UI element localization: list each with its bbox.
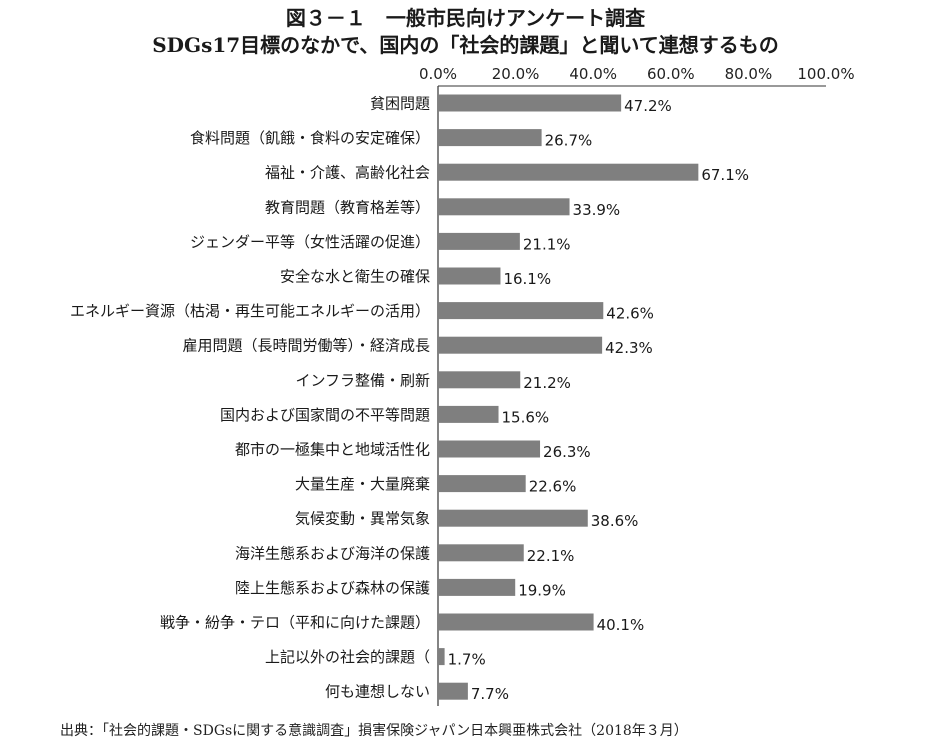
bar — [438, 475, 526, 493]
value-label: 38.6% — [591, 512, 639, 530]
category-label: 上記以外の社会的課題（ — [265, 648, 430, 666]
value-label: 7.7% — [471, 685, 509, 703]
x-tick-label: 40.0% — [569, 65, 617, 83]
value-label: 15.6% — [502, 408, 550, 426]
value-label: 22.1% — [527, 547, 575, 565]
category-label: 大量生産・大量廃棄 — [295, 475, 430, 493]
category-label: 雇用問題（長時間労働等）・経済成長 — [182, 337, 430, 355]
bar — [438, 198, 570, 216]
category-label: 陸上生態系および森林の保護 — [235, 579, 430, 597]
value-label: 33.9% — [573, 201, 621, 219]
category-label: 食料問題（飢餓・食料の安定確保） — [190, 129, 430, 147]
category-label: 安全な水と衛生の確保 — [280, 268, 430, 286]
value-label: 40.1% — [597, 616, 645, 634]
bar — [438, 94, 622, 112]
bar — [438, 129, 542, 147]
category-label: 戦争・紛争・テロ（平和に向けた課題） — [160, 614, 430, 632]
value-label: 21.1% — [523, 235, 571, 253]
value-label: 26.7% — [545, 132, 593, 150]
category-label: 貧困問題 — [370, 95, 430, 113]
bar — [438, 682, 468, 700]
x-tick-label: 80.0% — [725, 65, 773, 83]
x-tick-label: 20.0% — [492, 65, 540, 83]
bar — [438, 509, 588, 527]
category-label: ジェンダー平等（女性活躍の促進） — [190, 233, 430, 251]
value-label: 16.1% — [503, 270, 551, 288]
category-label: 気候変動・異常気象 — [295, 510, 430, 528]
category-label: 福祉・介護、高齢化社会 — [265, 164, 430, 182]
value-label: 42.3% — [605, 339, 653, 357]
bar — [438, 163, 699, 181]
value-label: 19.9% — [518, 581, 566, 599]
value-label: 42.6% — [606, 305, 654, 323]
value-label: 47.2% — [624, 97, 672, 115]
category-label: インフラ整備・刷新 — [295, 371, 430, 389]
x-tick-label: 60.0% — [647, 65, 695, 83]
category-label: 都市の一極集中と地域活性化 — [235, 441, 430, 459]
bar — [438, 405, 499, 423]
bar — [438, 371, 521, 389]
bar — [438, 267, 501, 285]
bar — [438, 578, 516, 596]
value-label: 22.6% — [529, 478, 577, 496]
x-tick-label: 0.0% — [419, 65, 457, 83]
category-label: 何も連想しない — [325, 683, 430, 701]
bar — [438, 613, 594, 631]
bar — [438, 232, 520, 250]
category-label: 海洋生態系および海洋の保護 — [235, 544, 430, 562]
bar — [438, 336, 603, 354]
source-note: 出典：「社会的課題・SDGsに関する意識調査」損害保険ジャパン日本興亜株式会社（… — [60, 723, 688, 739]
value-label: 67.1% — [701, 166, 749, 184]
chart-title: 図３－１ 一般市民向けアンケート調査 — [285, 6, 646, 30]
category-label: 国内および国家間の不平等問題 — [220, 406, 430, 424]
bar — [438, 302, 604, 320]
category-label: 教育問題（教育格差等） — [265, 198, 430, 216]
value-label: 21.2% — [523, 374, 571, 392]
chart-subtitle: SDGs17目標のなかで、国内の「社会的課題」と聞いて連想するもの — [152, 33, 779, 57]
bar — [438, 648, 445, 666]
x-tick-label: 100.0% — [797, 65, 854, 83]
value-label: 26.3% — [543, 443, 591, 461]
value-label: 1.7% — [448, 651, 486, 669]
bar — [438, 544, 524, 562]
category-label: エネルギー資源（枯渇・再生可能エネルギーの活用） — [70, 302, 430, 320]
bar — [438, 440, 541, 458]
